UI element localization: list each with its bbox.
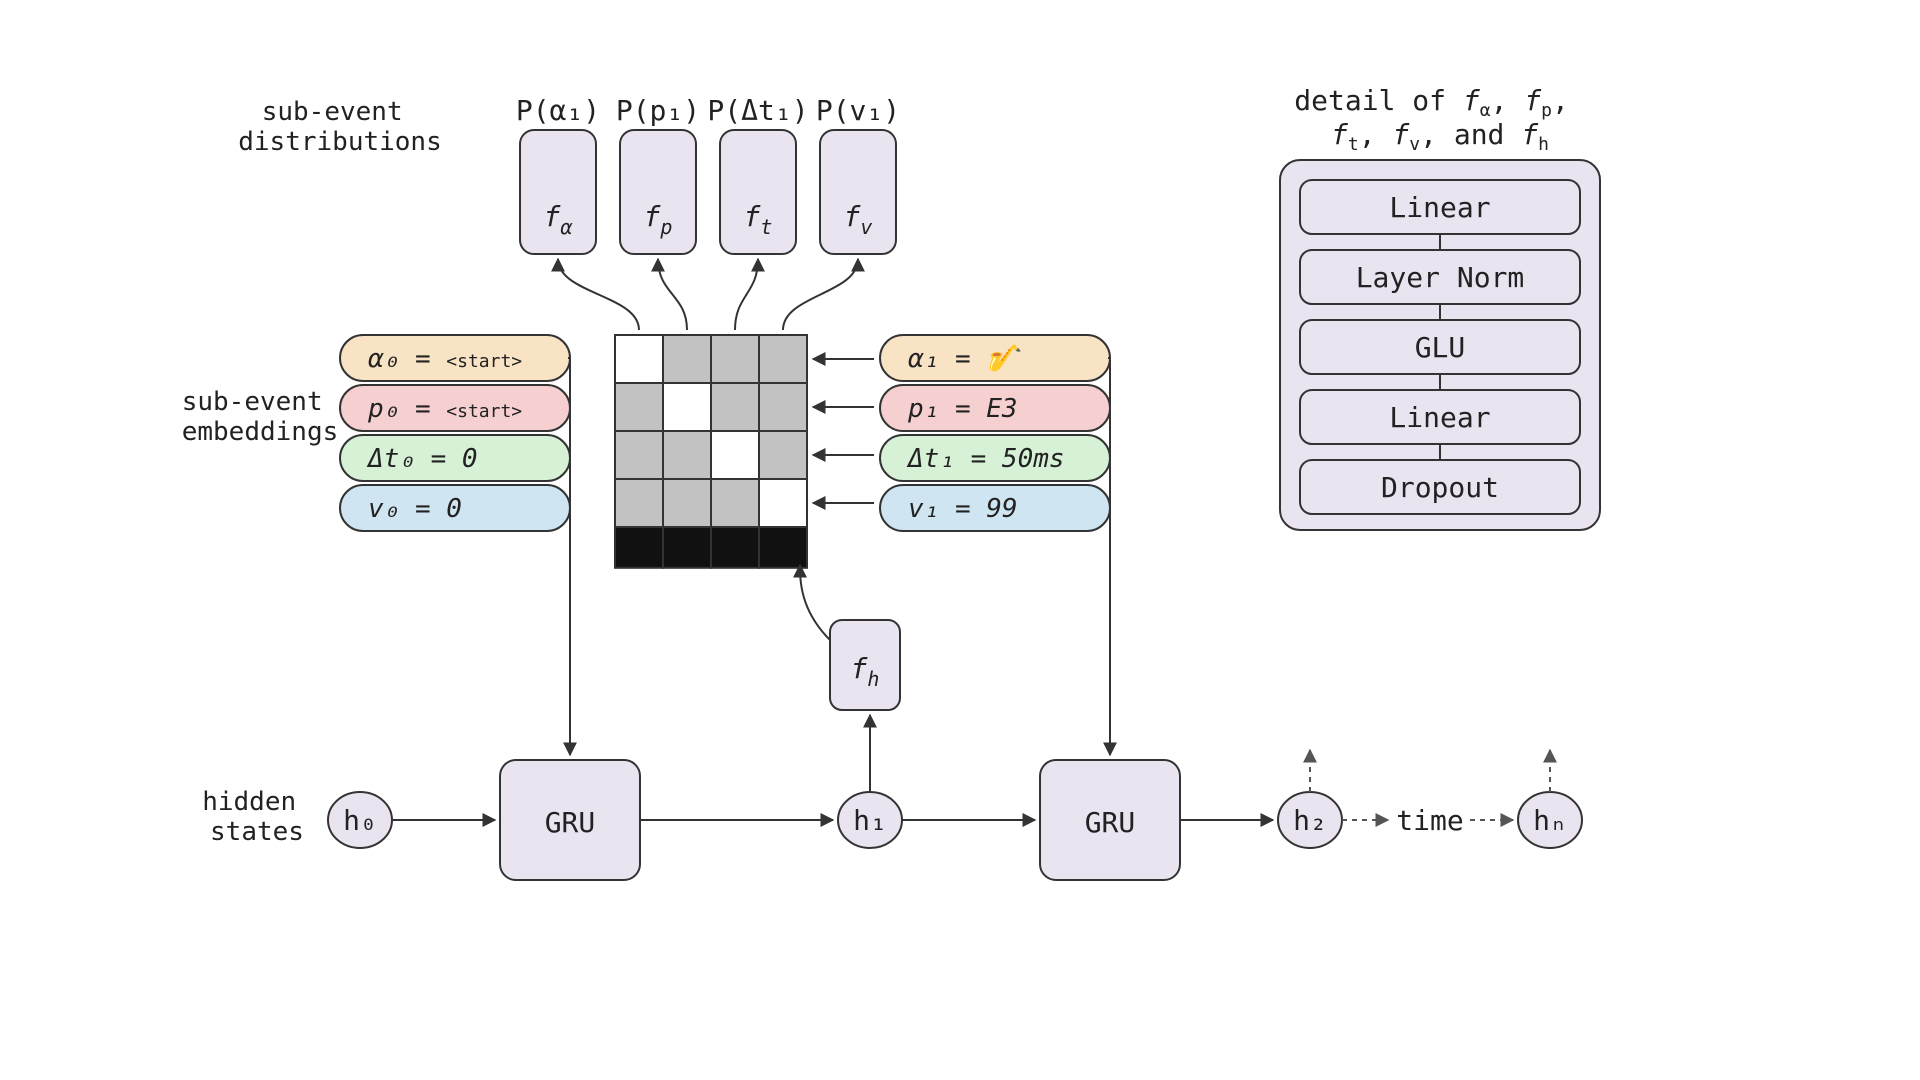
- svg-text:Dropout: Dropout: [1381, 471, 1499, 504]
- time-label: time: [1396, 804, 1463, 837]
- rightpill-to-grid-arrows: [813, 359, 874, 503]
- gru-box-1: GRU: [500, 760, 640, 880]
- svg-text:p₁ = E3: p₁ = E3: [907, 394, 1018, 424]
- svg-text:GLU: GLU: [1415, 331, 1466, 364]
- detail-panel: Linear Layer Norm GLU Linear Dropout: [1280, 160, 1600, 530]
- svg-text:v₀ = 0: v₀ = 0: [368, 494, 462, 524]
- svg-text:hₙ: hₙ: [1533, 804, 1567, 837]
- dist-label-1: P(p₁): [616, 94, 700, 127]
- detail-title: detail of fα, fp, ft, fv, and fh: [1294, 84, 1585, 155]
- dist-label-0: P(α₁): [516, 94, 600, 127]
- svg-text:Layer Norm: Layer Norm: [1356, 261, 1525, 294]
- gru-box-2: GRU: [1040, 760, 1180, 880]
- svg-text:α₁ = 🎷: α₁ = 🎷: [908, 344, 1023, 374]
- hidden-states-label: hidden states: [202, 787, 312, 847]
- svg-text:Δt₁ = 50ms: Δt₁ = 50ms: [906, 444, 1065, 474]
- sub-event-embeddings-label: sub-event embeddings: [182, 387, 339, 447]
- svg-text:Linear: Linear: [1389, 401, 1490, 434]
- sub-event-distributions-label: sub-event distributions: [238, 97, 442, 157]
- dist-label-2: P(Δt₁): [707, 94, 808, 127]
- svg-text:h₁: h₁: [853, 804, 887, 837]
- svg-text:Δt₀ = 0: Δt₀ = 0: [366, 444, 478, 474]
- hidden-node-h2: h₂: [1278, 792, 1342, 848]
- left-embedding-pills: α₀ = <start>p₀ = <start>Δt₀ = 0v₀ = 0: [340, 335, 570, 531]
- svg-text:h₀: h₀: [343, 804, 377, 837]
- hidden-node-h0: h₀: [328, 792, 392, 848]
- embedding-grid: [615, 335, 807, 568]
- grid-to-f-arrows: [558, 259, 858, 330]
- svg-text:Linear: Linear: [1389, 191, 1490, 224]
- hidden-node-hn: hₙ: [1518, 792, 1582, 848]
- hidden-node-h1: h₁: [838, 792, 902, 848]
- svg-text:v₁ = 99: v₁ = 99: [908, 494, 1018, 524]
- svg-text:GRU: GRU: [545, 806, 596, 839]
- f-head-boxes: fαfpftfv: [520, 130, 896, 254]
- right-embedding-pills: α₁ = 🎷 p₁ = E3 Δt₁ = 50ms v₁ = 99: [880, 335, 1110, 531]
- dist-label-3: P(v₁): [816, 94, 900, 127]
- svg-text:GRU: GRU: [1085, 806, 1136, 839]
- svg-text:h₂: h₂: [1293, 804, 1327, 837]
- fh-node: fh: [830, 620, 900, 710]
